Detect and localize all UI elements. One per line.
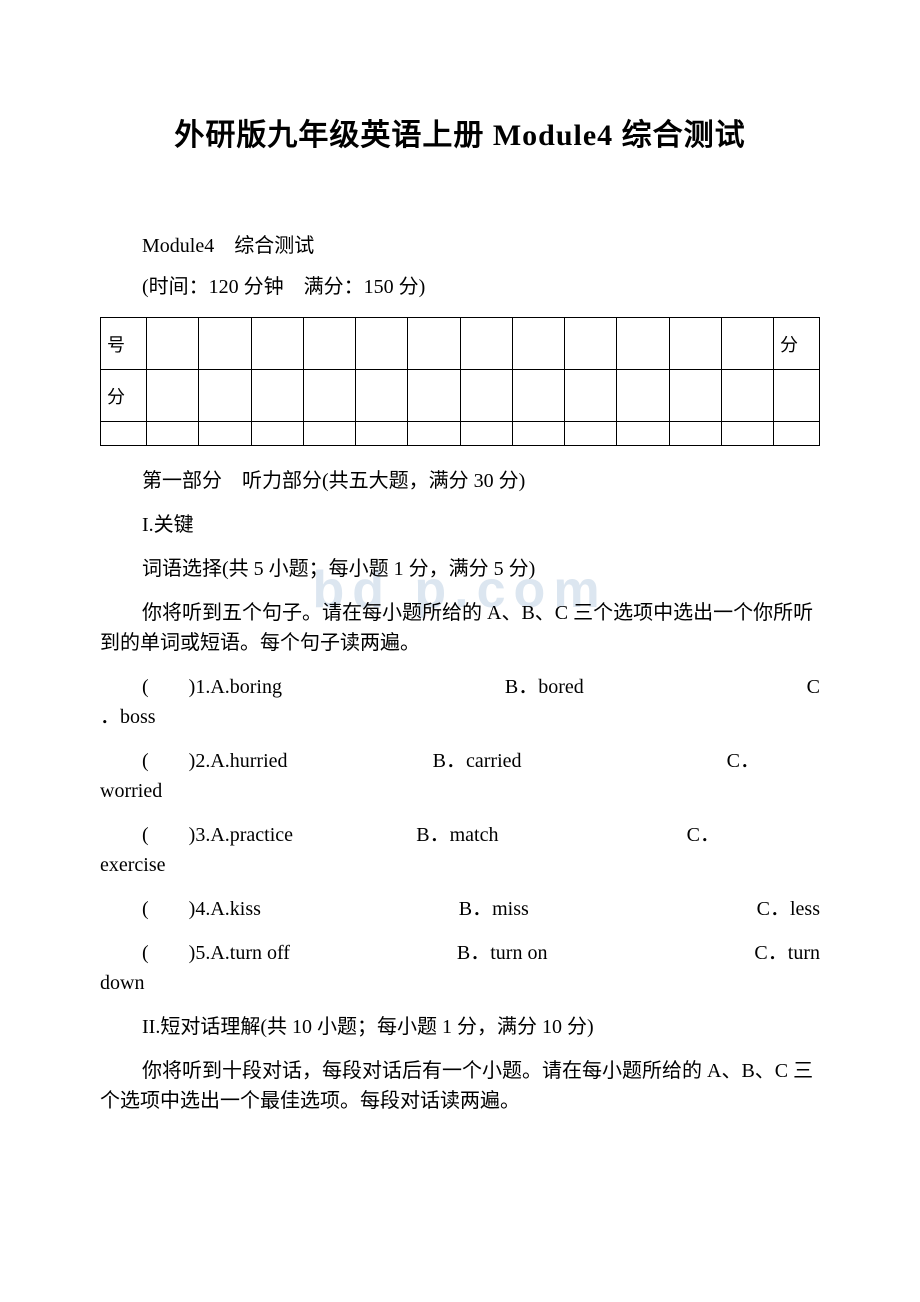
table-cell	[774, 422, 820, 446]
table-cell	[147, 370, 199, 422]
table-cell	[251, 422, 303, 446]
table-cell	[303, 370, 355, 422]
question-3: ( )3.A.practice B．match C． exercise	[100, 820, 820, 880]
table-cell	[199, 422, 251, 446]
question-2: ( )2.A.hurried B．carried C． worried	[100, 746, 820, 806]
table-cell	[512, 318, 564, 370]
table-cell	[147, 422, 199, 446]
question-prefix: ( )4.A.kiss	[100, 894, 261, 924]
table-cell	[408, 370, 460, 422]
table-cell	[669, 422, 721, 446]
section1-line2: 词语选择(共 5 小题；每小题 1 分，满分 5 分)	[100, 554, 820, 584]
table-cell	[617, 318, 669, 370]
question-5: ( )5.A.turn off B．turn on C．turn down	[100, 938, 820, 998]
table-cell	[617, 370, 669, 422]
table-cell	[565, 318, 617, 370]
question-wrap-text: ．boss	[100, 702, 820, 732]
question-4: ( )4.A.kiss B．miss C．less	[100, 894, 820, 924]
question-wrap-text: worried	[100, 776, 820, 806]
section2-heading: II.短对话理解(共 10 小题；每小题 1 分，满分 10 分)	[100, 1012, 820, 1042]
table-cell	[565, 422, 617, 446]
option-b: B．bored	[505, 672, 584, 702]
table-cell	[356, 318, 408, 370]
table-row: 号 分	[101, 318, 820, 370]
option-b: B．miss	[459, 894, 529, 924]
table-cell	[408, 318, 460, 370]
table-cell	[512, 422, 564, 446]
table-cell	[199, 370, 251, 422]
table-cell	[303, 318, 355, 370]
option-c: C．turn	[754, 938, 820, 968]
table-cell	[251, 318, 303, 370]
table-cell	[669, 370, 721, 422]
part1-heading: 第一部分 听力部分(共五大题，满分 30 分)	[100, 466, 820, 496]
option-b: B．match	[416, 820, 498, 850]
question-wrap-text: down	[100, 968, 820, 998]
table-cell	[669, 318, 721, 370]
document-content: 外研版九年级英语上册 Module4 综合测试 Module4 综合测试 (时间…	[100, 110, 820, 1116]
subtitle: Module4 综合测试	[100, 229, 820, 258]
section1-line1: I.关键	[100, 510, 820, 540]
table-cell	[721, 318, 773, 370]
question-prefix: ( )1.A.boring	[100, 672, 282, 702]
table-cell-label: 分	[101, 370, 147, 422]
section1-description: 你将听到五个句子。请在每小题所给的 A、B、C 三个选项中选出一个你所听到的单词…	[100, 598, 820, 658]
table-cell	[565, 370, 617, 422]
score-table: 号 分 分	[100, 317, 820, 446]
table-cell-label: 分	[774, 318, 820, 370]
table-row	[101, 422, 820, 446]
table-row: 分	[101, 370, 820, 422]
table-cell	[199, 318, 251, 370]
table-cell	[721, 422, 773, 446]
option-c: C．	[687, 820, 720, 850]
table-cell	[303, 422, 355, 446]
table-cell-label: 号	[101, 318, 147, 370]
table-cell	[147, 318, 199, 370]
option-c: C．less	[757, 894, 820, 924]
exam-info: (时间：120 分钟 满分：150 分)	[100, 270, 820, 299]
question-prefix: ( )3.A.practice	[100, 820, 293, 850]
table-cell	[721, 370, 773, 422]
table-cell	[460, 318, 512, 370]
question-prefix: ( )5.A.turn off	[100, 938, 290, 968]
table-cell	[617, 422, 669, 446]
option-c: C．	[727, 746, 760, 776]
table-cell	[512, 370, 564, 422]
question-wrap-text: exercise	[100, 850, 820, 880]
section2-description: 你将听到十段对话，每段对话后有一个小题。请在每小题所给的 A、B、C 三个选项中…	[100, 1056, 820, 1116]
table-cell	[251, 370, 303, 422]
document-title: 外研版九年级英语上册 Module4 综合测试	[100, 110, 820, 154]
table-cell	[460, 422, 512, 446]
option-c: C	[807, 672, 820, 702]
table-cell	[101, 422, 147, 446]
table-cell	[356, 370, 408, 422]
question-1: ( )1.A.boring B．bored C ．boss	[100, 672, 820, 732]
option-b: B．carried	[433, 746, 522, 776]
option-b: B．turn on	[457, 938, 548, 968]
table-cell	[408, 422, 460, 446]
table-cell	[460, 370, 512, 422]
table-cell	[774, 370, 820, 422]
table-cell	[356, 422, 408, 446]
question-prefix: ( )2.A.hurried	[100, 746, 288, 776]
